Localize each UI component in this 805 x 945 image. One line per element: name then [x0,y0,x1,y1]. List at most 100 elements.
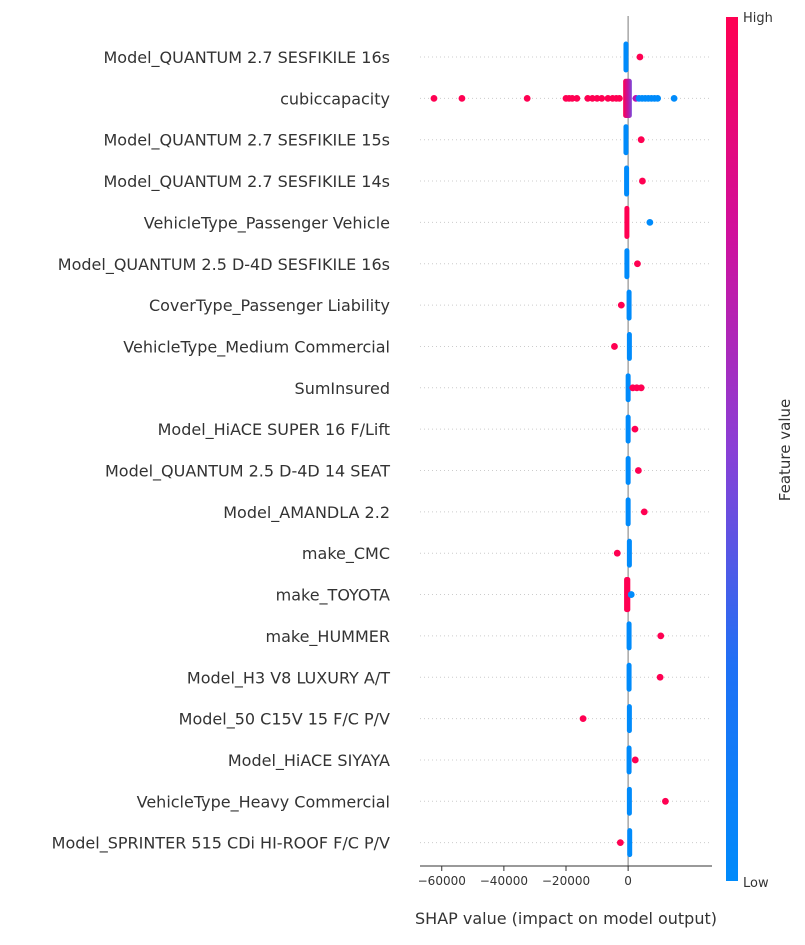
feature-row: Model_SPRINTER 515 CDi HI-ROOF F/C P/V [52,828,712,858]
colorbar-low-label: Low [743,876,769,891]
feature-label: VehicleType_Heavy Commercial [137,792,390,812]
colorbar-high-label: High [743,11,773,26]
shap-dense-cluster [625,497,631,527]
shap-point [637,384,645,392]
feature-row: Model_50 C15V 15 F/C P/V [179,704,712,734]
shap-point [611,343,618,350]
feature-row: Model_HiACE SUPER 16 F/Lift [158,414,712,444]
feature-label: VehicleType_Medium Commercial [123,337,390,357]
shap-dense-cluster [626,289,632,321]
shap-point [656,673,664,681]
shap-point [568,94,576,102]
shap-dense-cluster [626,538,632,568]
shap-dense-cluster [625,456,631,485]
shap-dense-cluster [626,704,632,734]
x-tick-label: −60000 [418,874,466,888]
colorbar-title: Feature value [776,399,794,501]
feature-label: cubiccapacity [280,89,390,108]
shap-point [657,632,665,640]
shap-point [670,94,678,102]
feature-label: SumInsured [295,379,390,398]
feature-label: Model_50 C15V 15 F/C P/V [179,710,390,730]
feature-label: CoverType_Passenger Liability [149,296,390,316]
shap-dense-cluster [623,124,629,156]
feature-label: Model_AMANDLA 2.2 [223,503,390,523]
shap-dense-cluster [626,331,632,361]
x-tick-label: −40000 [480,874,528,888]
shap-point [430,94,438,102]
shap-point [631,425,639,433]
feature-label: Model_QUANTUM 2.7 SESFIKILE 15s [103,131,390,151]
shap-point [634,260,641,268]
shap-point [640,508,648,516]
shap-point [631,756,639,764]
shap-dense-cluster [624,205,630,239]
feature-row: SumInsured [295,373,712,403]
feature-label: Model_H3 V8 LUXURY A/T [187,668,390,688]
shap-dense-cluster [624,576,631,613]
shap-point [616,839,624,847]
feature-row: Model_QUANTUM 2.7 SESFIKILE 16s [103,41,712,73]
feature-row: Model_QUANTUM 2.7 SESFIKILE 14s [103,165,712,197]
feature-label: make_CMC [302,544,390,564]
shap-point [627,591,635,598]
shap-dense-cluster [627,828,633,858]
shap-dense-cluster [624,248,630,280]
feature-label: Model_QUANTUM 2.5 D-4D SESFIKILE 16s [58,255,390,275]
feature-label: Model_QUANTUM 2.7 SESFIKILE 14s [103,172,390,192]
x-axis-label: SHAP value (impact on model output) [415,909,717,928]
feature-row: cubiccapacity [280,78,712,118]
feature-row: Model_QUANTUM 2.5 D-4D 14 SEAT [105,456,712,485]
shap-point [573,94,581,102]
feature-row: make_TOYOTA [276,576,712,613]
shap-point [654,94,662,102]
feature-row: make_CMC [302,538,712,568]
shap-point [458,94,466,102]
colorbar [726,17,738,881]
shap-point [584,94,592,102]
x-axis-ticks: −60000 −40000 −20000 0 [418,866,632,888]
feature-row: VehicleType_Medium Commercial [123,331,712,361]
shap-point [589,94,596,102]
x-tick-label: −20000 [542,874,590,888]
shap-point [613,549,621,557]
shap-point [639,177,646,185]
feature-label: make_TOYOTA [276,586,390,606]
shap-dense-cluster [624,165,630,197]
feature-label: Model_HiACE SUPER 16 F/Lift [158,420,390,440]
shap-dense-cluster [626,621,632,651]
shap-point [604,94,612,102]
feature-label: Model_HiACE SIYAYA [228,751,390,771]
feature-row: Model_H3 V8 LUXURY A/T [187,662,712,692]
shap-dense-cluster [626,662,632,692]
shap-point [646,219,654,226]
feature-row: make_HUMMER [265,621,712,651]
x-tick-label: 0 [624,874,632,888]
shap-dense-cluster [623,78,632,118]
shap-point [662,797,669,805]
shap-point [637,136,645,144]
feature-row: Model_AMANDLA 2.2 [223,497,712,527]
shap-point [598,94,606,102]
feature-label: VehicleType_Passenger Vehicle [144,213,390,233]
shap-point [634,467,642,474]
shap-point [616,94,623,102]
shap-dense-cluster [626,745,632,775]
shap-dense-cluster [625,373,631,403]
shap-dense-cluster [623,41,629,73]
feature-row: VehicleType_Passenger Vehicle [144,205,712,239]
feature-label: make_HUMMER [265,627,390,647]
shap-point [523,94,531,102]
shap-dense-cluster [626,786,632,816]
shap-point [579,715,587,722]
feature-row: Model_QUANTUM 2.7 SESFIKILE 15s [103,124,712,156]
shap-dense-cluster [625,414,631,444]
feature-label: Model_QUANTUM 2.7 SESFIKILE 16s [103,48,390,68]
shap-point [636,53,644,61]
feature-row: CoverType_Passenger Liability [149,289,712,321]
feature-label: Model_SPRINTER 515 CDi HI-ROOF F/C P/V [52,834,390,854]
feature-rows: Model_QUANTUM 2.7 SESFIKILE 16s cubiccapa… [52,41,712,858]
shap-point [617,301,625,309]
